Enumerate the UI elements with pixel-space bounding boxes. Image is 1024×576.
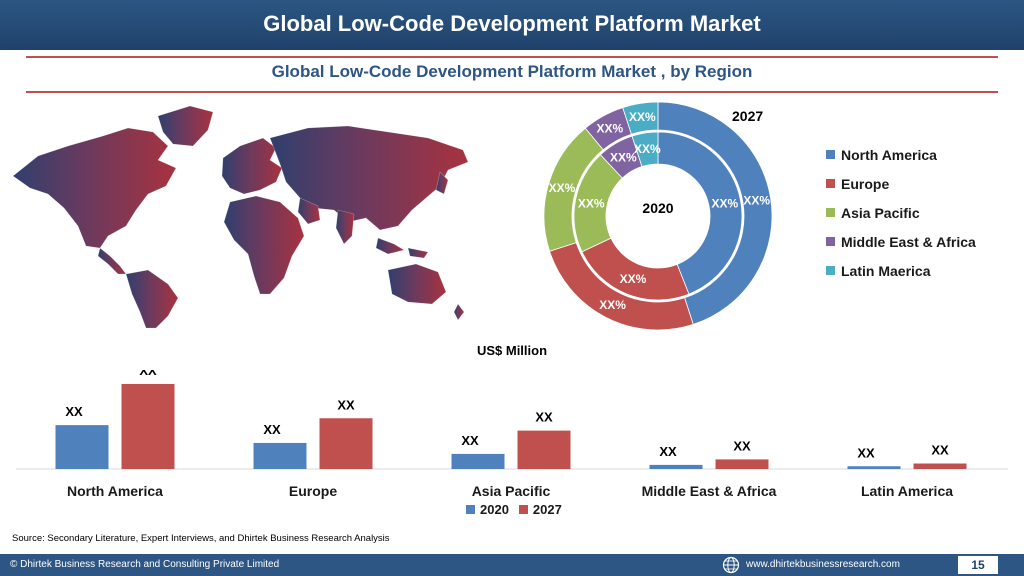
donut-inner-year-label: 2020: [642, 200, 674, 216]
donut-slice-2020-latin-maerica: [631, 131, 659, 168]
bar-north-america-2020: [55, 425, 109, 469]
donut-label-2020-middle-east-africa: XX%: [610, 150, 637, 164]
legend-swatch: [826, 179, 835, 188]
donut-slice-2020-north-america: [657, 131, 743, 295]
source-note: Source: Secondary Literature, Expert Int…: [12, 533, 390, 544]
bar-middle-east-africa-2020: [649, 464, 703, 469]
legend-swatch-2027: [518, 505, 528, 514]
bar-europe-2027: [319, 418, 373, 469]
slide-footer: © Dhirtek Business Research and Consulti…: [0, 554, 1024, 576]
donut-label-2027-latin-maerica: XX%: [629, 110, 656, 124]
donut-chart: XX%XX%XX%XX%XX%XX%XX%XX%XX%XX%: [543, 101, 773, 331]
bar-label-north-america-2020: XX: [65, 404, 83, 419]
legend-item-middle-east-africa: Middle East & Africa: [826, 227, 976, 256]
bar-label-latin-america-2027: XX: [931, 443, 949, 458]
donut-label-2027-north-america: XX%: [743, 193, 770, 207]
category-label-middle-east-africa: Middle East & Africa: [642, 483, 777, 499]
chart-title: Global Low-Code Development Platform Mar…: [271, 62, 753, 81]
bar-label-asia-pacific-2027: XX: [535, 410, 553, 425]
legend-item-north-america: North America: [826, 140, 976, 169]
donut-label-2020-asia-pacific: XX%: [578, 196, 605, 210]
legend-item-europe: Europe: [826, 169, 976, 198]
bar-label-europe-2027: XX: [337, 397, 355, 412]
bar-label-europe-2020: XX: [263, 422, 281, 437]
bar-chart: XX XX North America XX XX Europe XX XX Asia Paci…: [16, 370, 1008, 499]
donut-outer-year-label: 2027: [732, 108, 764, 124]
bar-label-asia-pacific-2020: XX: [461, 433, 479, 448]
legend-swatch: [826, 208, 835, 217]
bar-label-middle-east-africa-2020: XX: [659, 444, 677, 459]
slide-title: Global Low-Code Development Platform Mar…: [263, 11, 761, 36]
legend-item-asia-pacific: Asia Pacific: [826, 198, 976, 227]
legend-label: North America: [841, 146, 937, 163]
bar-legend: 2020 2027: [466, 502, 572, 517]
footer-website-link[interactable]: www.dhirtekbusinessresearch.com: [746, 559, 900, 570]
legend-label-2027: 2027: [532, 502, 562, 517]
bar-europe-2020: [253, 442, 307, 469]
bar-middle-east-africa-2027: [715, 459, 769, 469]
donut-slice-2027-north-america: [657, 101, 773, 325]
donut-label-2027-asia-pacific: XX%: [549, 181, 576, 195]
donut-label-2020-europe: XX%: [620, 272, 647, 286]
donut-label-2020-latin-maerica: XX%: [634, 142, 661, 156]
category-label-europe: Europe: [289, 483, 337, 499]
category-label-asia-pacific: Asia Pacific: [472, 483, 551, 499]
globe-icon: [722, 556, 740, 574]
donut-slice-2027-latin-maerica: [622, 101, 659, 135]
footer-company: © Dhirtek Business Research and Consulti…: [10, 559, 280, 570]
bar-label-north-america-2027: XX: [139, 370, 157, 378]
bar-asia-pacific-2027: [517, 430, 571, 469]
legend-label: Asia Pacific: [841, 204, 920, 221]
bar-chart-unit-label: US$ Million: [476, 343, 548, 358]
page-number: 15: [958, 556, 998, 574]
category-label-north-america: North America: [67, 483, 163, 499]
bar-north-america-2027: [121, 383, 175, 469]
donut-label-2027-europe: XX%: [599, 298, 626, 312]
bar-latin-america-2027: [913, 463, 967, 469]
legend-swatch: [826, 266, 835, 275]
bar-asia-pacific-2020: [451, 453, 505, 469]
bar-latin-america-2020: [847, 466, 901, 469]
divider-bottom: [26, 91, 998, 93]
legend-label-2020: 2020: [480, 502, 509, 517]
legend-swatch: [826, 150, 835, 159]
legend-label: Middle East & Africa: [841, 233, 976, 250]
donut-label-2020-north-america: XX%: [711, 196, 738, 210]
donut-label-2027-middle-east-africa: XX%: [596, 121, 623, 135]
slide-header: Global Low-Code Development Platform Mar…: [0, 0, 1024, 50]
legend-label: Latin Maerica: [841, 262, 931, 279]
donut-legend: North America Europe Asia Pacific Middle Ea…: [826, 140, 976, 285]
divider-top: [26, 56, 998, 58]
legend-swatch: [826, 237, 835, 246]
bar-label-middle-east-africa-2027: XX: [733, 438, 751, 453]
world-map-image: [12, 105, 469, 328]
bar-label-latin-america-2020: XX: [857, 445, 875, 460]
legend-swatch-2020: [466, 505, 475, 514]
category-label-latin-america: Latin America: [861, 483, 953, 499]
legend-item-latin-maerica: Latin Maerica: [826, 256, 976, 285]
legend-label: Europe: [841, 175, 890, 192]
